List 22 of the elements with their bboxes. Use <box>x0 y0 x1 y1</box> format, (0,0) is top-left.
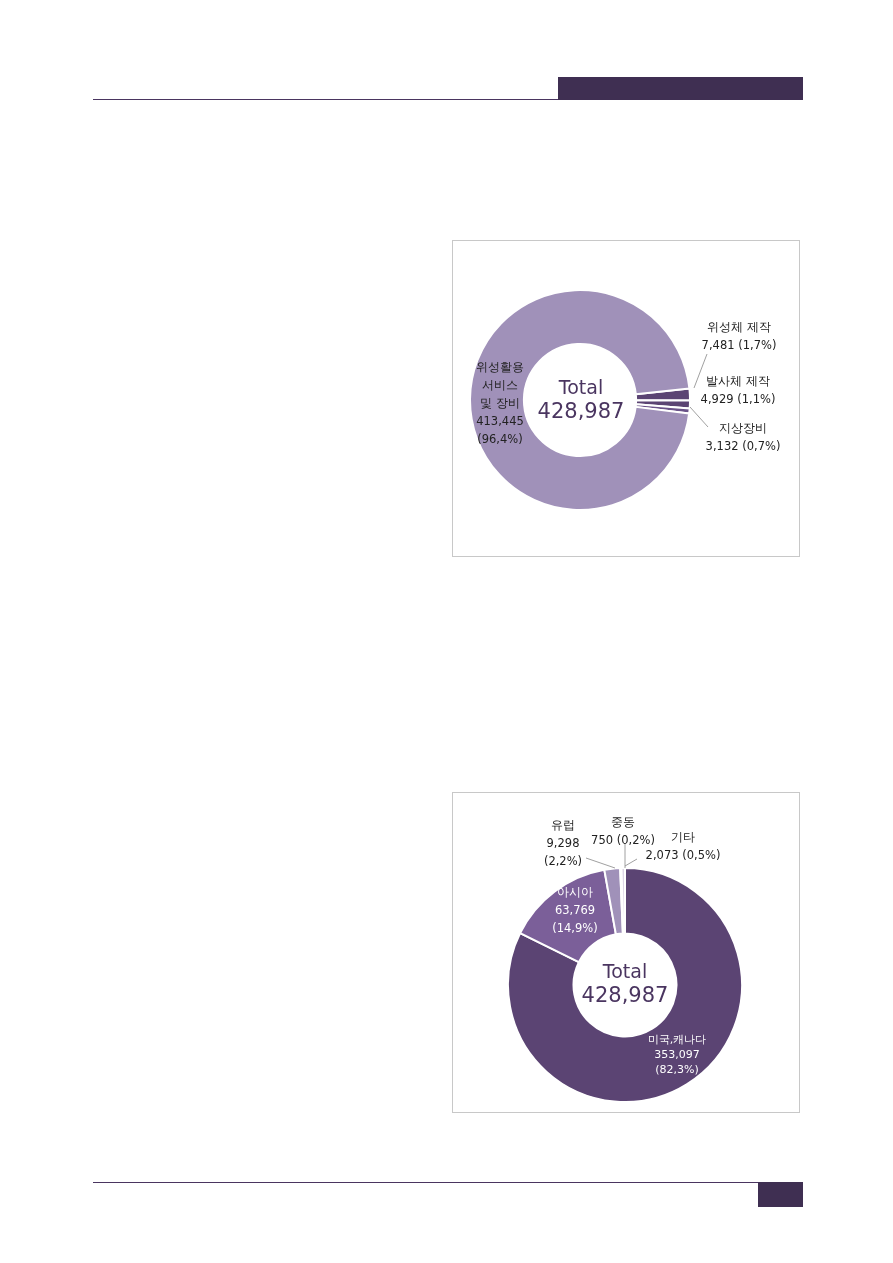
text: 428,987 <box>581 983 669 1008</box>
data-label: 4,929 (1,1%) <box>700 391 776 406</box>
text: Total <box>601 959 648 982</box>
data-label: 413,445 (96,4%) <box>476 413 524 446</box>
slice-label: 위성활용 서비스 및 장비 <box>476 359 524 410</box>
data-label: 353,097 (82,3%) <box>654 1047 700 1076</box>
text: Total <box>557 375 604 398</box>
data-label: 7,481 (1,7%) <box>701 337 777 352</box>
slice-label: 유럽 <box>551 817 575 832</box>
text: 428,987 <box>537 399 625 424</box>
data-label: 63,769 (14,9%) <box>552 902 598 935</box>
slice-label: 지상장비 <box>719 420 767 435</box>
slice-label: 기타 <box>671 829 695 844</box>
slice-label: 미국,캐나다 <box>647 1032 707 1046</box>
data-label: 3,132 (0,7%) <box>705 438 781 453</box>
data-label: 2,073 (0,5%) <box>645 847 721 862</box>
slice-label: 중동 <box>611 814 635 829</box>
slice-label: 아시아 <box>557 884 593 899</box>
data-label: 9,298 (2,2%) <box>543 835 583 868</box>
slice-label: 위성체 제작 <box>707 319 771 334</box>
data-label: 750 (0,2%) <box>591 832 655 847</box>
slice-label: 발사체 제작 <box>706 373 770 388</box>
